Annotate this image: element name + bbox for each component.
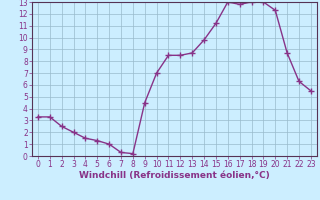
X-axis label: Windchill (Refroidissement éolien,°C): Windchill (Refroidissement éolien,°C)	[79, 171, 270, 180]
